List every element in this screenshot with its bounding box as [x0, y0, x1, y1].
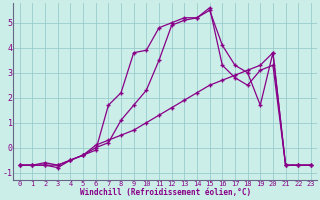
X-axis label: Windchill (Refroidissement éolien,°C): Windchill (Refroidissement éolien,°C) [80, 188, 251, 197]
